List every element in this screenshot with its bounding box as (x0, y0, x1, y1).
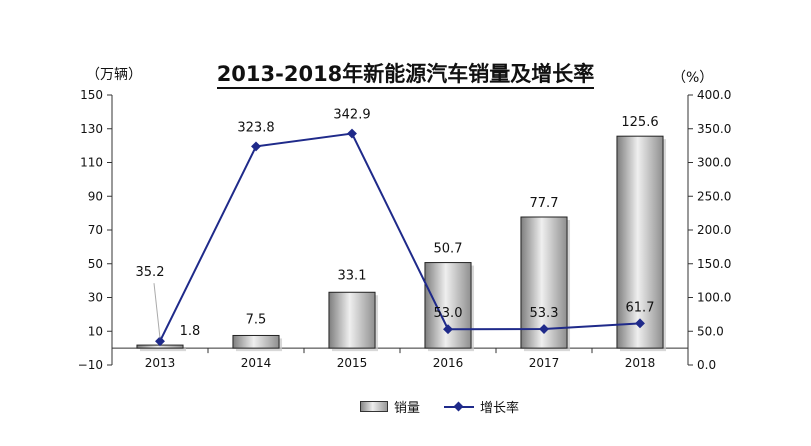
left-tick-label: 150 (80, 88, 103, 102)
growth-point-2014 (251, 141, 261, 152)
growth-rate-line (159, 132, 641, 342)
bar-shadow (139, 348, 187, 352)
left-tick-label: 110 (80, 156, 103, 170)
right-tick-label: 150.0 (697, 257, 731, 271)
growth-point-2017 (539, 324, 549, 334)
chart-title-text: 2013-2018年新能源汽车销量及增长率 (216, 62, 595, 89)
right-tick-label: 300.0 (697, 156, 731, 170)
right-tick-label: 100.0 (697, 291, 731, 305)
label-leader-line (153, 283, 161, 339)
bar-value-label: 77.7 (530, 196, 559, 211)
legend-label-growth: 增长率 (480, 401, 520, 416)
axes: 150 130 110 90 70 50 30 10 −10 400.0 350.0 300.0 250… (78, 88, 732, 372)
growth-point-2016 (443, 324, 453, 335)
left-tick-label: 10 (88, 324, 103, 338)
left-tick-label: 30 (88, 291, 103, 305)
bar-series (136, 135, 667, 352)
right-tick-label: 350.0 (697, 122, 731, 136)
bar-value-label: 7.5 (246, 312, 267, 327)
left-axis-unit: （万辆） (86, 67, 142, 83)
data-labels: 1.8 7.5 33.1 50.7 77.7 125.6 35.2 323.8 342.9 53.… (136, 108, 659, 340)
legend-bar-swatch (360, 401, 388, 412)
bar-value-label: 125.6 (621, 115, 658, 130)
growth-value-label: 53.0 (434, 306, 463, 321)
left-tick-label: 130 (80, 122, 103, 136)
right-tick-label: 50.0 (697, 324, 724, 338)
bar-2015 (328, 291, 376, 349)
bar-2018 (616, 135, 664, 349)
left-tick-label: 50 (88, 257, 103, 271)
left-tick-label: 70 (88, 223, 103, 237)
x-tick-label: 2015 (337, 356, 368, 370)
bar-value-label: 33.1 (338, 268, 367, 283)
left-tick-label: 90 (88, 189, 103, 203)
bar-2014 (232, 334, 280, 349)
growth-point-2013 (155, 336, 165, 347)
growth-value-label: 61.7 (626, 300, 655, 315)
bar-value-label: 50.7 (434, 242, 463, 257)
x-tick-label: 2017 (529, 356, 560, 370)
left-tick-label: −10 (78, 358, 103, 372)
x-tick-label: 2013 (145, 356, 176, 370)
right-tick-label: 200.0 (697, 223, 731, 237)
bar-value-label: 1.8 (180, 324, 201, 339)
line-series (155, 128, 645, 347)
growth-value-label: 53.3 (530, 306, 559, 321)
right-tick-label: 400.0 (697, 88, 731, 102)
legend-label-sales: 销量 (394, 401, 421, 416)
right-tick-label: 0.0 (697, 358, 716, 372)
x-tick-label: 2016 (433, 356, 464, 370)
legend-line-swatch (444, 402, 475, 412)
growth-value-label: 323.8 (237, 120, 274, 135)
right-tick-label: 250.0 (697, 189, 731, 203)
growth-value-label: 342.9 (333, 108, 370, 123)
legend: 销量 增长率 (360, 397, 519, 416)
chart-title: 2013-2018年新能源汽车销量及增长率 (0, 58, 811, 89)
growth-point-2018 (635, 318, 645, 329)
growth-value-label: 35.2 (136, 265, 165, 280)
growth-point-2015 (347, 128, 357, 139)
right-axis-unit: （%） (672, 70, 714, 86)
x-tick-label: 2018 (625, 356, 656, 370)
x-tick-label: 2014 (241, 356, 272, 370)
